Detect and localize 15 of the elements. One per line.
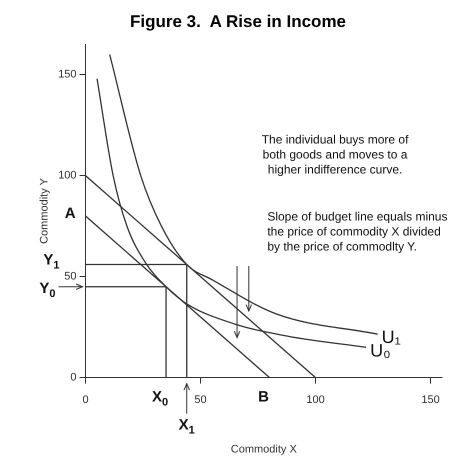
x-tick-label: 150 bbox=[421, 394, 440, 406]
annotation: Slope of budget line equals minus the price of commodity X divided by the price of commodlty Y. bbox=[267, 209, 448, 254]
annotation: B bbox=[258, 388, 270, 406]
x-tick-label: 50 bbox=[194, 394, 207, 406]
annotation: The individual buys more of both goods and moves to a higher indifference curve. bbox=[262, 132, 410, 177]
y-axis-title: Commodity Y bbox=[38, 177, 51, 244]
x-tick-label: 0 bbox=[82, 394, 89, 406]
x-tick-label: 100 bbox=[306, 394, 325, 406]
y-tick-label: 0 bbox=[70, 372, 77, 384]
x-axis-title: Commodity X bbox=[230, 443, 298, 456]
y-tick-label: 100 bbox=[58, 170, 77, 182]
y-tick-label: 150 bbox=[58, 68, 77, 81]
chart-title: Figure 3. A Rise in Income bbox=[130, 12, 346, 31]
y-tick-label: 50 bbox=[64, 270, 77, 283]
annotation: A bbox=[64, 205, 76, 222]
